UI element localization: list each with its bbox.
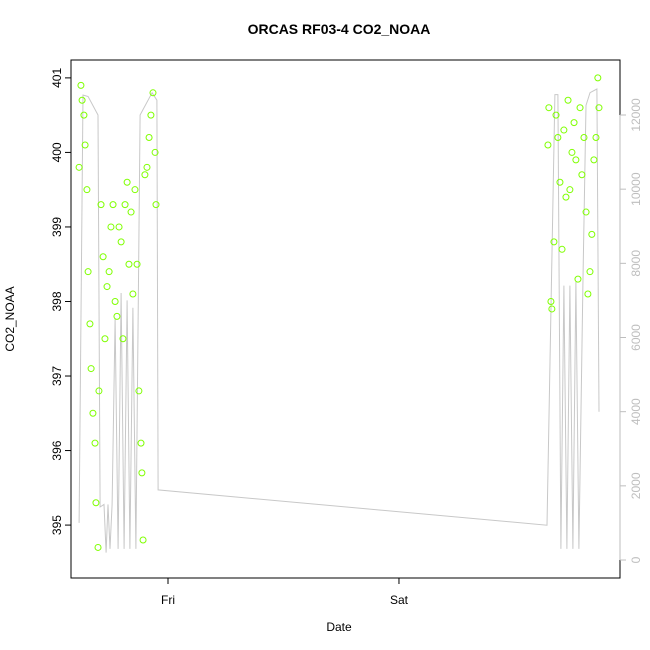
- data-point: [580, 134, 588, 142]
- data-point: [84, 268, 92, 276]
- data-point: [97, 201, 105, 209]
- y2-tick-label: 0: [629, 556, 643, 563]
- data-point: [107, 223, 115, 231]
- data-point: [103, 283, 111, 291]
- data-point: [81, 141, 89, 149]
- y2-tick-label: 8000: [629, 250, 643, 277]
- data-point: [83, 186, 91, 194]
- data-point: [113, 312, 121, 320]
- data-point: [92, 499, 100, 507]
- data-point: [109, 201, 117, 209]
- data-point: [75, 163, 83, 171]
- data-point: [595, 104, 603, 112]
- data-point: [152, 201, 160, 209]
- data-point: [547, 297, 555, 305]
- data-point: [568, 148, 576, 156]
- data-point: [117, 238, 125, 246]
- data-point: [131, 186, 139, 194]
- y2-tick-label: 6000: [629, 324, 643, 351]
- data-point: [115, 223, 123, 231]
- data-point: [574, 275, 582, 283]
- data-point: [135, 387, 143, 395]
- data-point: [554, 134, 562, 142]
- data-point: [145, 134, 153, 142]
- data-point: [105, 268, 113, 276]
- data-point: [570, 119, 578, 127]
- data-point: [95, 387, 103, 395]
- data-point: [125, 260, 133, 268]
- y-tick-label: 395: [50, 515, 64, 535]
- data-point: [151, 148, 159, 156]
- y-tick-label: 398: [50, 291, 64, 311]
- data-point: [141, 171, 149, 179]
- data-point: [143, 163, 151, 171]
- data-point: [584, 290, 592, 298]
- data-point: [560, 126, 568, 134]
- data-point: [544, 141, 552, 149]
- data-point: [101, 335, 109, 343]
- data-point: [129, 290, 137, 298]
- data-point: [121, 201, 129, 209]
- data-point: [78, 96, 86, 104]
- y-tick-label: 401: [50, 68, 64, 88]
- data-point: [99, 253, 107, 261]
- data-point: [137, 439, 145, 447]
- x-tick-label: Fri: [161, 593, 175, 607]
- data-point: [545, 104, 553, 112]
- y-axis-label: CO2_NOAA: [3, 286, 17, 351]
- data-point: [111, 297, 119, 305]
- data-point: [149, 89, 157, 97]
- data-point: [586, 268, 594, 276]
- data-point: [89, 409, 97, 417]
- data-point: [80, 111, 88, 119]
- data-point: [590, 156, 598, 164]
- data-point: [582, 208, 590, 216]
- y-tick-label: 399: [50, 217, 64, 237]
- data-point: [592, 134, 600, 142]
- x-tick-label: Sat: [390, 593, 409, 607]
- data-point: [86, 320, 94, 328]
- data-point: [139, 536, 147, 544]
- data-point: [119, 335, 127, 343]
- data-point: [594, 74, 602, 82]
- data-point: [562, 193, 570, 201]
- data-point: [94, 543, 102, 551]
- data-point: [552, 111, 560, 119]
- x-axis-label: Date: [326, 620, 352, 634]
- y2-tick-label: 12000: [629, 98, 643, 132]
- y-tick-label: 397: [50, 366, 64, 386]
- data-point: [91, 439, 99, 447]
- data-point: [147, 111, 155, 119]
- data-point: [558, 245, 566, 253]
- chart-title: ORCAS RF03-4 CO2_NOAA: [248, 21, 431, 37]
- data-point: [578, 171, 586, 179]
- data-point: [566, 186, 574, 194]
- data-point: [548, 305, 556, 313]
- data-point: [123, 178, 131, 186]
- data-point: [87, 365, 95, 373]
- data-point: [576, 104, 584, 112]
- data-point: [556, 178, 564, 186]
- y2-tick-label: 10000: [629, 172, 643, 206]
- data-point: [564, 96, 572, 104]
- y2-tick-label: 4000: [629, 398, 643, 425]
- y-tick-label: 400: [50, 142, 64, 162]
- data-point: [77, 81, 85, 89]
- data-point: [588, 230, 596, 238]
- data-point: [572, 156, 580, 164]
- data-point: [133, 260, 141, 268]
- data-point: [127, 208, 135, 216]
- y2-tick-label: 2000: [629, 472, 643, 499]
- y-tick-label: 396: [50, 440, 64, 460]
- data-point: [138, 469, 146, 477]
- data-point: [550, 238, 558, 246]
